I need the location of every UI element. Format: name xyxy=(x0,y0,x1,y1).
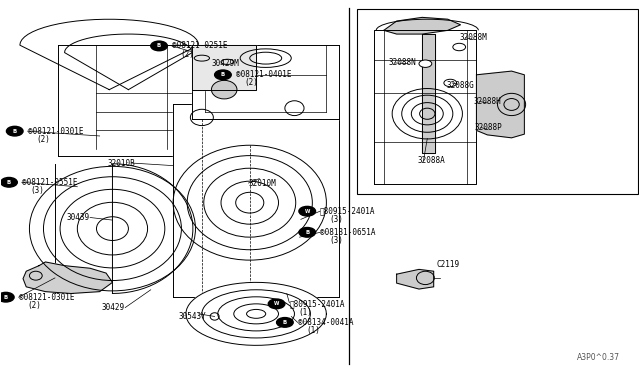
Text: 32088N: 32088N xyxy=(389,58,417,67)
Polygon shape xyxy=(476,71,524,138)
Text: 32010B: 32010B xyxy=(108,158,136,167)
Circle shape xyxy=(276,318,293,327)
Circle shape xyxy=(444,79,457,87)
Text: ®08131-0651A: ®08131-0651A xyxy=(320,228,376,237)
Text: B: B xyxy=(4,295,8,300)
Circle shape xyxy=(419,60,432,67)
Text: (2): (2) xyxy=(28,301,42,310)
Text: Ⓢ80915-2401A: Ⓢ80915-2401A xyxy=(289,299,345,308)
Text: ®08121-0301E: ®08121-0301E xyxy=(28,126,83,136)
Text: 30429M: 30429M xyxy=(211,59,239,68)
Polygon shape xyxy=(55,164,193,294)
Circle shape xyxy=(268,299,285,309)
Text: B: B xyxy=(283,320,287,325)
Text: (3): (3) xyxy=(329,236,343,246)
Polygon shape xyxy=(58,45,243,156)
Text: 32088A: 32088A xyxy=(417,156,445,165)
Text: (2): (2) xyxy=(244,78,259,87)
Text: ®08121-0551E: ®08121-0551E xyxy=(22,178,77,187)
Text: W: W xyxy=(305,209,310,214)
Polygon shape xyxy=(384,17,461,34)
Text: B: B xyxy=(13,129,17,134)
Text: 30543Y: 30543Y xyxy=(178,312,206,321)
Text: ®08121-0401E: ®08121-0401E xyxy=(236,70,291,79)
Text: B: B xyxy=(157,44,161,48)
Text: (1): (1) xyxy=(298,308,312,317)
Circle shape xyxy=(1,177,17,187)
Text: W: W xyxy=(274,301,279,307)
Text: ®08121-0251E: ®08121-0251E xyxy=(172,41,227,51)
Text: 32088P: 32088P xyxy=(474,123,502,132)
Text: 32088H: 32088H xyxy=(473,97,501,106)
Text: (3): (3) xyxy=(31,186,45,195)
Bar xyxy=(357,9,638,194)
Text: 30439: 30439 xyxy=(67,213,90,222)
Text: B: B xyxy=(221,72,225,77)
Polygon shape xyxy=(23,262,113,294)
Polygon shape xyxy=(173,105,339,297)
Polygon shape xyxy=(20,19,198,45)
Ellipse shape xyxy=(211,80,237,99)
Text: 32088G: 32088G xyxy=(447,81,474,90)
Polygon shape xyxy=(397,269,434,289)
Text: ®08134-0041A: ®08134-0041A xyxy=(298,318,353,327)
Text: 30429: 30429 xyxy=(102,303,125,312)
Polygon shape xyxy=(192,45,256,90)
Circle shape xyxy=(151,41,168,51)
Circle shape xyxy=(0,292,14,302)
Text: 32088M: 32088M xyxy=(460,33,487,42)
Polygon shape xyxy=(371,16,461,186)
Polygon shape xyxy=(192,45,339,119)
Circle shape xyxy=(299,228,316,237)
Text: A3P0^0.37: A3P0^0.37 xyxy=(577,353,620,362)
Text: 32010M: 32010M xyxy=(248,179,276,187)
Circle shape xyxy=(453,43,466,51)
Text: (2): (2) xyxy=(36,135,51,144)
Text: (3): (3) xyxy=(329,215,343,224)
Text: ®08121-0301E: ®08121-0301E xyxy=(19,293,74,302)
Polygon shape xyxy=(422,34,435,153)
Text: B: B xyxy=(7,180,11,185)
Text: (1): (1) xyxy=(307,326,321,335)
Text: Ⓢ80915-2401A: Ⓢ80915-2401A xyxy=(320,207,376,216)
Circle shape xyxy=(6,126,23,136)
Polygon shape xyxy=(374,31,476,184)
Circle shape xyxy=(214,70,231,80)
Circle shape xyxy=(299,206,316,216)
Text: (2): (2) xyxy=(180,50,195,59)
Text: B: B xyxy=(305,230,309,235)
Polygon shape xyxy=(186,282,326,345)
Text: C2119: C2119 xyxy=(436,260,460,269)
